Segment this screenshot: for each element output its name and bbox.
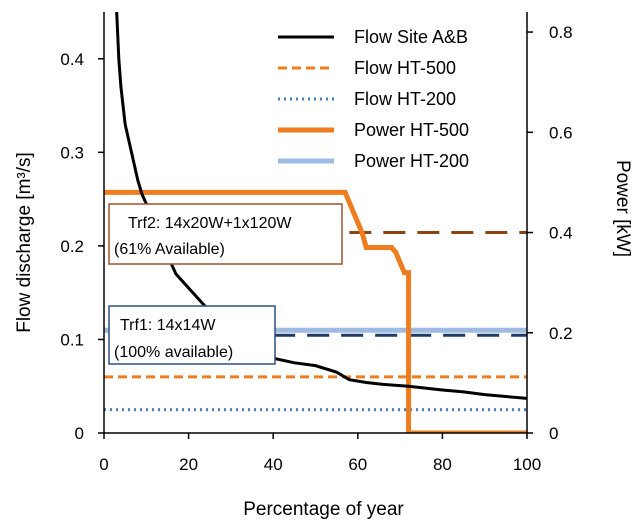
x-tick-label: 60 xyxy=(348,455,367,474)
y-right-tick-label: 0 xyxy=(549,424,558,443)
legend-label: Power HT-200 xyxy=(354,151,469,171)
legend-label: Flow Site A&B xyxy=(354,27,468,47)
annotation-line-2: (61% Available) xyxy=(114,241,225,258)
y-left-tick-label: 0.1 xyxy=(60,330,84,349)
series-line-power-ht-500 xyxy=(104,189,527,433)
x-tick-label: 40 xyxy=(264,455,283,474)
legend-label: Power HT-500 xyxy=(354,120,469,140)
legend-label: Flow HT-200 xyxy=(354,89,456,109)
y-right-tick-label: 0.8 xyxy=(549,23,573,42)
legend: Flow Site A&B Flow HT-500 Flow HT-200 Power… xyxy=(278,27,469,171)
y-right-tick-label: 0.2 xyxy=(549,324,573,343)
y-right-tick-label: 0.4 xyxy=(549,224,573,243)
x-tick-label: 80 xyxy=(433,455,452,474)
y-right-axis-title: Power [kW] xyxy=(612,160,633,257)
y-left-tick-label: 0 xyxy=(75,424,84,443)
x-tick-label: 20 xyxy=(179,455,198,474)
x-tick-label: 0 xyxy=(99,455,108,474)
annotation-frame xyxy=(108,305,276,365)
annotation-line-1: Trf2: 14x20W+1x120W xyxy=(128,215,292,232)
legend-label: Flow HT-500 xyxy=(354,58,456,78)
plot-area xyxy=(104,12,527,433)
y-left-axis-title: Flow discharge [m³/s] xyxy=(14,152,35,333)
annotation-line-2: (100% available) xyxy=(114,344,233,361)
annotation-line-1: Trf1: 14x14W xyxy=(120,317,216,334)
y-right-tick-label: 0.6 xyxy=(549,123,573,142)
series-line-flow-site-a-b xyxy=(115,12,527,400)
annotation-box-1: Trf2: 14x20W+1x120W (61% Available) xyxy=(108,203,343,265)
y-left-tick-label: 0.2 xyxy=(60,237,84,256)
x-axis-title: Percentage of year xyxy=(243,499,404,520)
y-left-tick-label: 0.4 xyxy=(60,50,84,69)
annotation-frame xyxy=(108,203,343,265)
x-tick-label: 100 xyxy=(513,455,541,474)
annotation-box-2: Trf1: 14x14W (100% available) xyxy=(108,305,276,365)
y-left-tick-label: 0.3 xyxy=(60,143,84,162)
